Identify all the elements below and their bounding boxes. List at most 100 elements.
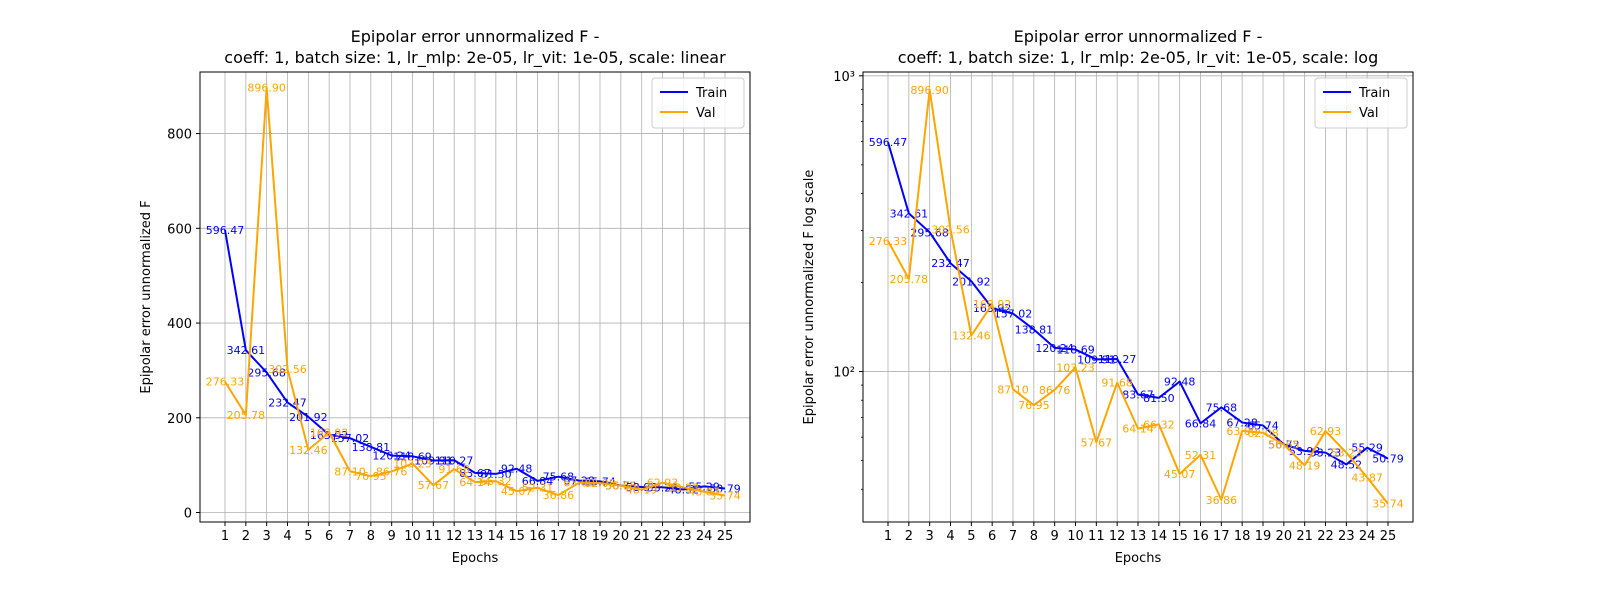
- data-label: 92.48: [501, 463, 533, 476]
- data-label: 43.87: [688, 486, 720, 499]
- data-label: 110.27: [1098, 353, 1137, 366]
- x-tick-label: 4: [946, 529, 954, 544]
- x-tick-label: 2: [242, 529, 250, 544]
- data-label: 65.74: [1247, 419, 1279, 432]
- data-label: 75.68: [543, 471, 575, 484]
- data-label: 342.61: [890, 207, 929, 220]
- y-tick-label: 400: [167, 317, 192, 332]
- data-label: 205.78: [890, 273, 929, 286]
- data-label: 232.47: [931, 257, 970, 270]
- data-label: 53.23: [1331, 447, 1363, 460]
- data-label: 138.81: [1015, 323, 1054, 336]
- data-label: 76.95: [355, 470, 387, 483]
- data-label: 35.74: [709, 490, 741, 503]
- data-label: 86.76: [1039, 384, 1071, 397]
- x-tick-label: 15: [1171, 529, 1188, 544]
- x-tick-label: 5: [967, 529, 975, 544]
- y-tick-label: 10³: [833, 70, 855, 85]
- data-label: 67.28: [1226, 416, 1258, 429]
- legend-label-val: Val: [1359, 106, 1378, 121]
- data-label: 168.92: [310, 427, 349, 440]
- data-label: 201.92: [952, 275, 991, 288]
- x-tick-label: 1: [221, 529, 229, 544]
- data-label: 168.92: [973, 298, 1012, 311]
- data-label: 56.65: [605, 480, 637, 493]
- data-label: 81.50: [1143, 392, 1175, 405]
- series-line-train: [224, 229, 726, 491]
- x-tick-label: 7: [346, 529, 354, 544]
- data-label: 83.67: [1122, 388, 1154, 401]
- data-label: 55.29: [1351, 442, 1383, 455]
- x-tick-label: 13: [467, 529, 484, 544]
- data-label: 50.79: [1372, 453, 1404, 466]
- data-label: 76.95: [1018, 399, 1050, 412]
- data-label: 276.33: [206, 376, 245, 389]
- data-label: 66.84: [1185, 417, 1217, 430]
- data-label: 64.14: [1122, 423, 1154, 436]
- data-label: 86.76: [376, 465, 408, 478]
- x-tick-label: 11: [425, 529, 442, 544]
- chart-title: Epipolar error unnormalized F -: [351, 27, 600, 46]
- legend-box: [651, 77, 745, 129]
- data-label: 91.68: [1101, 377, 1133, 390]
- x-tick-label: 13: [1130, 529, 1147, 544]
- legend-box: [1314, 77, 1408, 129]
- data-label: 120.24: [372, 450, 411, 463]
- x-tick-label: 3: [926, 529, 934, 544]
- chart-subtitle: coeff: 1, batch size: 1, lr_mlp: 2e-05, …: [224, 48, 726, 68]
- data-label: 157.02: [331, 432, 370, 445]
- data-label: 48.19: [1289, 459, 1321, 472]
- legend-label-train: Train: [695, 86, 727, 101]
- data-label: 53.23: [668, 481, 700, 494]
- data-label: 132.46: [289, 444, 328, 457]
- y-tick-label: 600: [167, 222, 192, 237]
- legend: Train Val: [651, 77, 745, 129]
- x-tick-label: 4: [283, 529, 291, 544]
- data-label: 103.23: [393, 458, 432, 471]
- x-tick-label: 5: [304, 529, 312, 544]
- data-label: 57.67: [1081, 436, 1113, 449]
- x-tick-label: 6: [325, 529, 333, 544]
- x-tick-label: 3: [263, 529, 271, 544]
- y-tick-label: 10²: [833, 366, 855, 381]
- data-label: 276.33: [869, 235, 908, 248]
- x-ticks: 1 2 3 4 5 6 7 8 9 10 11 12 13 14 15 16 17 18 19 20 21 22 23 24 2…: [221, 522, 733, 544]
- data-label: 62.93: [1310, 425, 1342, 438]
- data-label: 53.93: [1289, 445, 1321, 458]
- data-label: 302.56: [268, 363, 307, 376]
- data-label: 36.86: [1206, 494, 1238, 507]
- chart-1: Epipolar error unnormalized F - coeff: 1,…: [139, 27, 751, 566]
- series-line-val: [887, 88, 1389, 505]
- x-tick-label: 22: [654, 529, 671, 544]
- data-label: 56.65: [1268, 439, 1300, 452]
- data-label: 62.08: [584, 477, 616, 490]
- data-label: 63.00: [563, 477, 595, 490]
- data-label: 163.92: [973, 302, 1012, 315]
- y-tick-label: 800: [167, 128, 192, 143]
- data-label: 118.69: [1056, 344, 1095, 357]
- x-tick-label: 8: [1030, 529, 1038, 544]
- data-label: 342.61: [227, 344, 266, 357]
- data-label: 35.74: [1372, 498, 1404, 511]
- x-tick-label: 25: [1380, 529, 1397, 544]
- data-label: 157.02: [994, 308, 1033, 321]
- x-tick-label: 17: [1213, 529, 1230, 544]
- data-label: 295.68: [247, 366, 286, 379]
- grid: [863, 72, 1413, 522]
- x-tick-label: 16: [529, 529, 546, 544]
- data-label: 62.93: [647, 477, 679, 490]
- data-label: 43.87: [1351, 471, 1383, 484]
- legend-label-val: Val: [696, 106, 715, 121]
- x-tick-label: 8: [367, 529, 375, 544]
- data-label: 87.10: [997, 383, 1029, 396]
- data-label: 232.47: [268, 396, 307, 409]
- x-tick-label: 2: [905, 529, 913, 544]
- data-label: 138.81: [352, 441, 391, 454]
- data-label: 201.92: [289, 411, 328, 424]
- x-tick-label: 24: [696, 529, 713, 544]
- data-label: 132.46: [952, 329, 991, 342]
- data-label: 36.86: [543, 489, 575, 502]
- data-label: 91.68: [438, 463, 470, 476]
- data-label: 53.23: [1310, 447, 1342, 460]
